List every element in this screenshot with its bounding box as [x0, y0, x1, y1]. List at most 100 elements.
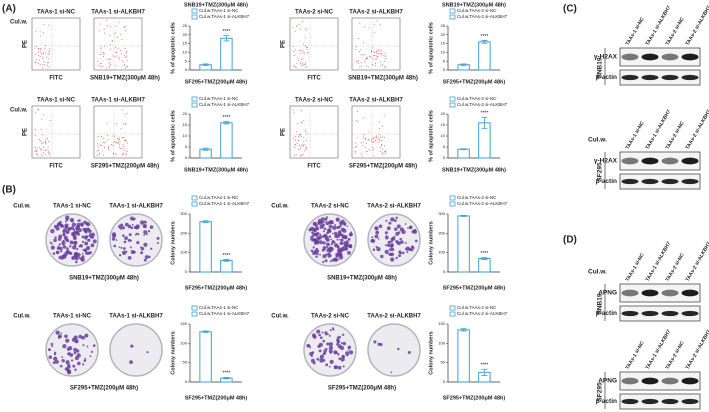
flow-dot: [47, 149, 49, 151]
flow-dot: [39, 48, 41, 50]
flow-dot: [363, 26, 365, 28]
flow-dot: [379, 23, 381, 25]
flow-dot: [299, 134, 301, 136]
colony: [83, 248, 87, 252]
colony: [328, 220, 333, 225]
colony: [398, 251, 402, 254]
flow-dot: [367, 139, 369, 141]
error-bar: [202, 63, 209, 66]
group-label: Cul.w.: [13, 314, 31, 320]
colony: [384, 231, 389, 235]
flow-dot: [123, 61, 125, 63]
flow-dot: [383, 55, 385, 57]
flow-dot: [374, 137, 376, 139]
error-bar: [202, 330, 209, 333]
colony: [330, 243, 333, 246]
flow-dot: [123, 145, 125, 147]
bar: [199, 331, 212, 383]
flow-dot: [101, 144, 103, 146]
legend-label: Cul.w.TAAs-2 si-NC: [457, 96, 497, 101]
y-tick-label: 100: [180, 250, 187, 255]
flow-dot: [379, 150, 381, 152]
flow-dot: [126, 59, 128, 61]
flow-dot: [383, 60, 385, 62]
flow-dot: [97, 150, 99, 152]
colony: [390, 237, 394, 241]
flow-dot: [39, 64, 41, 66]
flow-dot: [304, 129, 306, 131]
flow-dot: [38, 59, 40, 61]
flow-dot: [42, 146, 44, 148]
flow-dot: [372, 46, 374, 48]
flow-dot: [107, 25, 109, 27]
blot-band: [641, 178, 659, 185]
y-tick-label: 5: [185, 58, 188, 63]
flow-dot: [378, 140, 380, 142]
flow-dot: [35, 129, 37, 131]
error-bar: [223, 35, 230, 42]
colony: [63, 252, 68, 257]
flow-dot: [42, 56, 44, 58]
colony: [337, 341, 339, 343]
flow-dot: [381, 125, 383, 127]
colony: [317, 344, 321, 348]
flow-dot: [121, 109, 123, 111]
quadrant-lines: [290, 18, 338, 70]
flow-dot: [360, 49, 362, 51]
colony: [310, 237, 314, 241]
flow-dot: [119, 21, 121, 23]
colony: [377, 238, 380, 240]
flow-dot: [45, 139, 47, 141]
colony: [340, 357, 345, 362]
flow-dot: [383, 114, 385, 116]
flow-dot: [360, 142, 362, 144]
y-tick-label: 0: [443, 379, 446, 384]
colony: [55, 250, 60, 255]
colony: [52, 361, 56, 365]
flow-dot: [306, 66, 308, 68]
y-tick-label: 25: [183, 23, 188, 28]
colony: [328, 349, 333, 354]
colony: [389, 244, 394, 248]
colony: [66, 347, 70, 351]
y-tick-label: 300: [180, 211, 187, 216]
blot-frame: [619, 47, 701, 67]
flow-dot: [114, 65, 116, 67]
flow-dot: [103, 146, 105, 148]
colony: [350, 244, 353, 247]
flow-dot: [39, 56, 41, 58]
flow-dot: [39, 31, 41, 33]
flow-dot: [97, 64, 99, 66]
legend-label: Cul.w.TAAs-2 si-NC: [457, 195, 497, 200]
flow-dot: [123, 64, 125, 66]
flow-dot: [118, 58, 120, 60]
colony: [325, 333, 328, 336]
flow-dot: [124, 67, 126, 69]
flow-dot: [297, 60, 299, 62]
flow-dot: [34, 146, 36, 148]
flow-dot: [375, 52, 377, 54]
colony: [401, 251, 405, 255]
flow-dot: [119, 146, 121, 148]
legend-swatch: [449, 195, 456, 201]
colony: [390, 247, 395, 252]
colony: [65, 230, 70, 234]
colony: [315, 234, 317, 237]
colony: [58, 255, 63, 260]
colony: [147, 230, 151, 233]
flow-dot: [300, 52, 302, 54]
lane-label: TAAs-2 si-NC: [311, 204, 350, 210]
legend-swatch: [449, 14, 456, 20]
colony: [84, 235, 88, 239]
y-tick-label: 100: [180, 340, 187, 345]
colony: [347, 345, 352, 350]
blot-band: [621, 53, 639, 61]
flow-dot: [34, 134, 36, 136]
colony: [329, 329, 332, 332]
colony: [337, 255, 339, 258]
colony: [329, 260, 333, 263]
colony: [56, 246, 60, 250]
flow-dot: [103, 45, 105, 47]
colony: [326, 228, 332, 233]
flow-dot: [40, 51, 42, 53]
